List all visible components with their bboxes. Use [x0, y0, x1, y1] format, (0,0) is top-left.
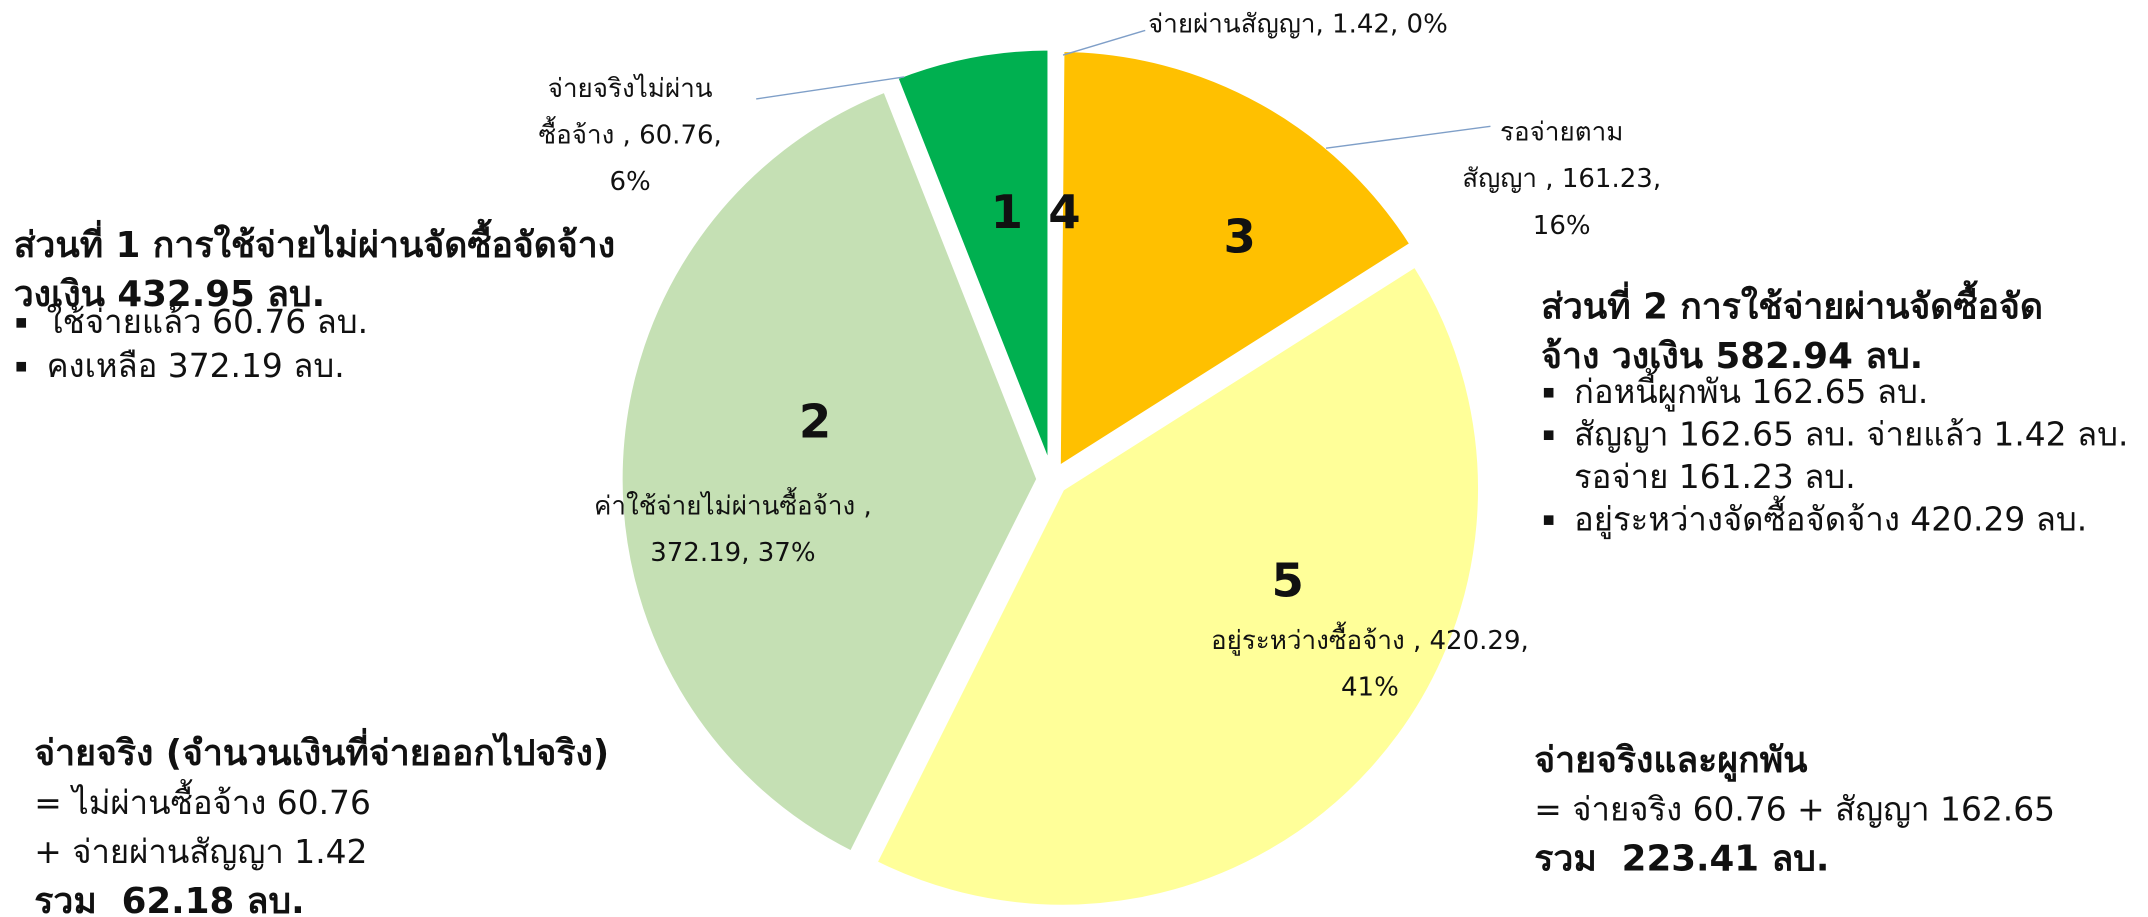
data-label: 6% — [610, 167, 651, 197]
annotation-line: ส่วนที่ 2 การใช้จ่ายผ่านจัดซื้อจัด — [1541, 279, 2043, 327]
leader-line — [1325, 125, 1491, 149]
annotation-line: วงเงิน 432.95 ลบ. — [14, 274, 325, 315]
pie-slice — [1056, 47, 1415, 472]
bullet — [16, 361, 27, 372]
annotation-line: = ไม่ผ่านซื้อจ้าง 60.76 — [34, 779, 371, 822]
data-label: จ่ายจริงไม่ผ่าน — [548, 73, 713, 104]
data-label: สัญญา , 161.23, — [1462, 164, 1661, 194]
leader-line — [1062, 29, 1146, 56]
leader-line — [756, 76, 905, 100]
annotation-line: สัญญา 162.65 ลบ. จ่ายแล้ว 1.42 ลบ. — [1574, 414, 2128, 453]
slice-number: 2 — [799, 394, 831, 448]
data-label: ซื้อจ้าง , 60.76, — [538, 115, 721, 150]
slice-number: 4 — [1048, 185, 1080, 239]
annotation-line: จ่ายจริง (จำนวนเงินที่จ่ายออกไปจริง) — [34, 727, 609, 774]
annotation-line: ส่วนที่ 1 การใช้จ่ายไม่ผ่านจัดซื้อจัดจ้า… — [14, 218, 615, 266]
annotation-line: รวม 223.41 ลบ. — [1534, 839, 1829, 880]
slice-number: 5 — [1272, 553, 1304, 607]
annotation-line: อยู่ระหว่างจัดซื้อจัดจ้าง 420.29 ลบ. — [1574, 495, 2087, 539]
data-label: ค่าใช้จ่ายไม่ผ่านซื้อจ้าง , — [594, 487, 872, 522]
annotation-line: รอจ่าย 161.23 ลบ. — [1574, 457, 1856, 496]
annotation-line: จ้าง วงเงิน 582.94 ลบ. — [1541, 336, 1923, 377]
pie-slice — [618, 87, 1041, 856]
slice-number: 3 — [1224, 210, 1256, 264]
data-label: จ่ายผ่านสัญญา, 1.42, 0% — [1148, 9, 1448, 39]
pie-slice — [1050, 46, 1058, 467]
annotation-line: = จ่ายจริง 60.76 + สัญญา 162.65 — [1534, 790, 2055, 829]
pie-slice — [872, 262, 1483, 909]
annotation-line: ใช้จ่ายแล้ว 60.76 ลบ. — [47, 302, 368, 341]
bullet — [1543, 430, 1554, 441]
data-label: รอจ่ายตาม — [1500, 118, 1623, 148]
data-label: 16% — [1533, 211, 1591, 241]
annotation-line: รวม 62.18 ลบ. — [34, 881, 304, 917]
slice-number: 1 — [991, 185, 1023, 239]
data-label: อยู่ระหว่างซื้อจ้าง , 420.29, — [1211, 621, 1529, 656]
data-label: 41% — [1341, 672, 1399, 702]
bullet — [16, 318, 27, 328]
pie-slice — [893, 46, 1052, 468]
annotation-line: ก่อหนี้ผูกพัน 162.65 ลบ. — [1574, 368, 1928, 412]
annotation-line: + จ่ายผ่านสัญญา 1.42 — [34, 832, 367, 871]
annotation-line: คงเหลือ 372.19 ลบ. — [47, 346, 345, 385]
bullet — [1543, 387, 1554, 398]
annotation-line: จ่ายจริงและผูกพัน — [1534, 740, 1808, 782]
bullet — [1543, 515, 1554, 525]
data-label: 372.19, 37% — [650, 538, 815, 568]
